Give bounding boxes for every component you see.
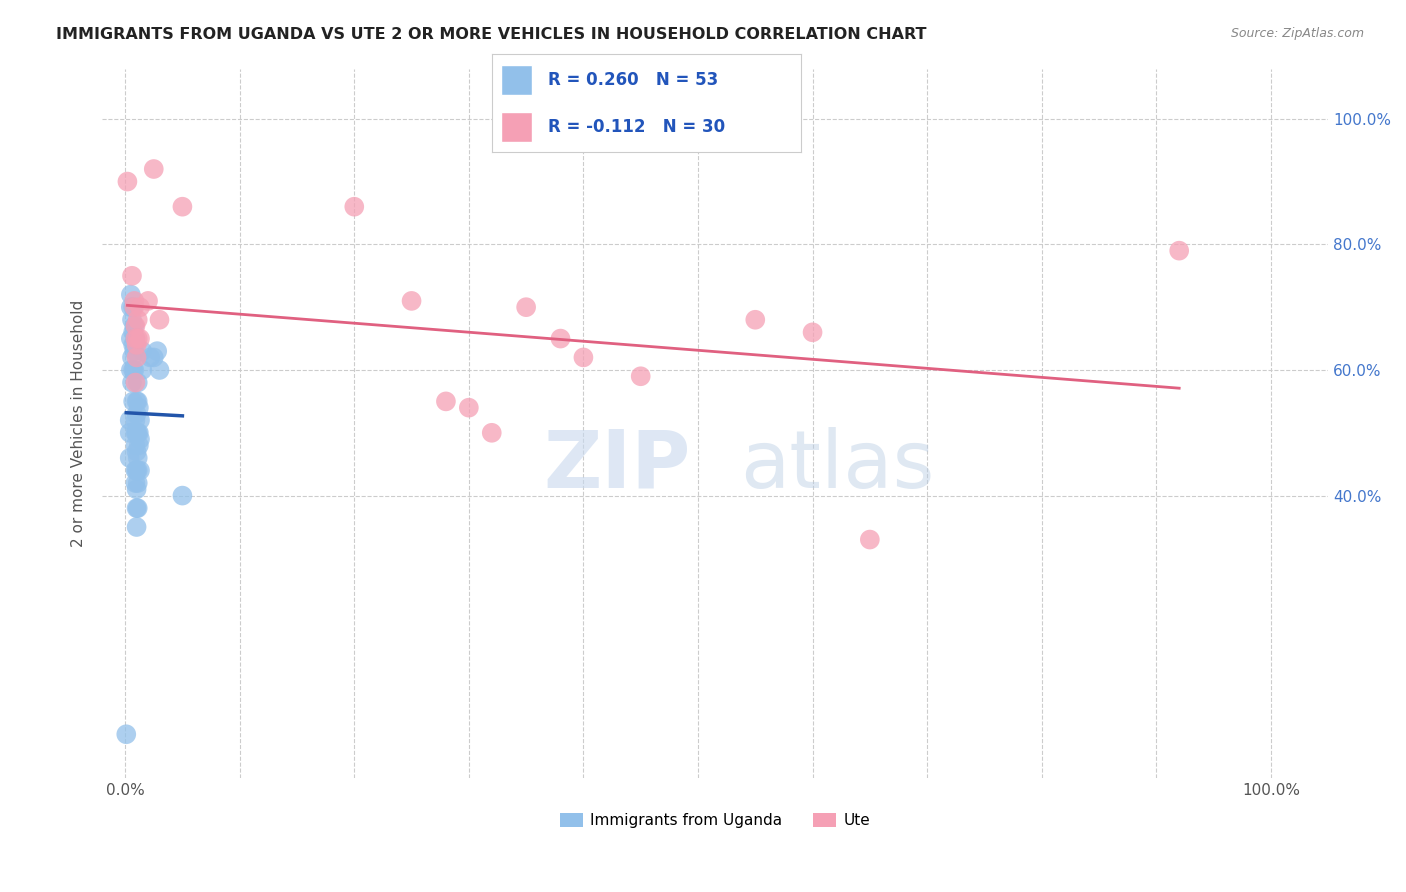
Point [125,501,148,516]
Point [124,344,146,359]
Point [124,318,146,333]
Legend: Immigrants from Uganda, Ute: Immigrants from Uganda, Ute [554,807,876,834]
Point [127,332,149,346]
Point [124,438,146,452]
Point [125,351,148,365]
Point [124,332,146,346]
Point [136,293,159,308]
Point [125,520,148,534]
Point [124,376,146,390]
Text: IMMIGRANTS FROM UGANDA VS UTE 2 OR MORE VEHICLES IN HOUSEHOLD CORRELATION CHART: IMMIGRANTS FROM UGANDA VS UTE 2 OR MORE … [56,27,927,42]
Text: R = 0.260   N = 53: R = 0.260 N = 53 [548,71,718,89]
Point [125,444,148,458]
Point [125,394,148,409]
Point [129,300,152,314]
Point [127,394,149,409]
Point [115,727,138,741]
Point [124,332,146,346]
Point [127,312,149,326]
Point [125,407,148,421]
Point [129,413,152,427]
Point [127,425,149,440]
Point [125,425,148,440]
Point [125,483,148,497]
Point [481,425,503,440]
Point [343,200,366,214]
Point [127,450,149,465]
Point [129,332,152,346]
Point [125,338,148,352]
Point [550,332,572,346]
Point [148,363,170,377]
Point [127,476,149,491]
Point [128,438,150,452]
Point [148,312,170,326]
Y-axis label: 2 or more Vehicles in Household: 2 or more Vehicles in Household [72,300,86,547]
Point [121,268,143,283]
Point [131,344,153,359]
Point [744,312,766,326]
Point [129,432,152,446]
FancyBboxPatch shape [502,65,533,95]
Point [122,326,145,340]
Point [142,161,165,176]
Point [572,351,595,365]
Point [121,312,143,326]
FancyBboxPatch shape [502,112,533,142]
Point [129,463,152,477]
Point [457,401,479,415]
Point [127,501,149,516]
Point [131,363,153,377]
Point [127,376,149,390]
Point [401,293,423,308]
Point [172,200,194,214]
Point [124,318,146,333]
Point [120,363,142,377]
Point [630,369,652,384]
Point [124,363,146,377]
Point [515,300,537,314]
Point [801,326,824,340]
Point [122,363,145,377]
Point [122,338,145,352]
Point [124,476,146,491]
Point [127,463,149,477]
Point [117,175,139,189]
Point [125,463,148,477]
Point [120,332,142,346]
Text: atlas: atlas [741,427,935,505]
Text: ZIP: ZIP [544,427,690,505]
Point [146,344,169,359]
Point [1168,244,1191,258]
Point [124,300,146,314]
Point [122,394,145,409]
Point [128,401,150,415]
Point [120,300,142,314]
Point [142,351,165,365]
Point [120,287,142,301]
Point [122,300,145,314]
Point [124,463,146,477]
Text: Source: ZipAtlas.com: Source: ZipAtlas.com [1230,27,1364,40]
Point [121,351,143,365]
Point [172,489,194,503]
Point [118,425,141,440]
Point [859,533,882,547]
Point [124,293,146,308]
Point [124,425,146,440]
Text: R = -0.112   N = 30: R = -0.112 N = 30 [548,118,725,136]
Point [128,425,150,440]
Point [118,413,141,427]
Point [118,450,141,465]
Point [124,413,146,427]
Point [434,394,457,409]
Point [121,376,143,390]
Point [139,351,162,365]
